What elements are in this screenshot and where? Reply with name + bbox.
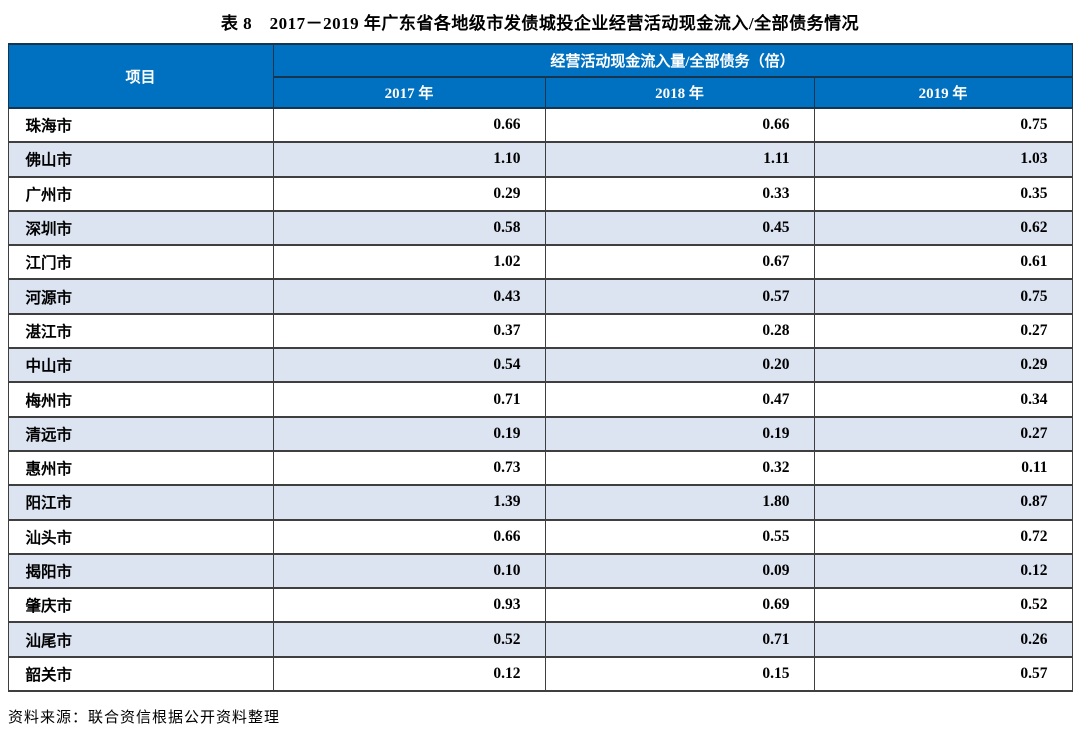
source-note: 资料来源：联合资信根据公开资料整理 <box>8 710 281 727</box>
city-cell: 河源市 <box>7 278 274 315</box>
value-cell-2018: 0.55 <box>544 518 815 555</box>
table-row: 广州市 0.29 0.33 0.35 <box>7 175 1073 212</box>
table-row: 汕头市 0.66 0.55 0.72 <box>7 518 1073 555</box>
city-cell: 中山市 <box>7 347 274 384</box>
value-cell-2019: 0.27 <box>813 312 1073 350</box>
value-cell-2019: 0.52 <box>813 587 1073 624</box>
city-cell: 湛江市 <box>7 312 274 350</box>
city-cell: 深圳市 <box>7 209 274 247</box>
value-cell-2018: 0.47 <box>544 381 815 418</box>
value-cell-2019: 0.11 <box>813 449 1073 487</box>
value-cell-2018: 0.45 <box>544 209 815 247</box>
table-row: 汕尾市 0.52 0.71 0.26 <box>7 621 1073 658</box>
table-row: 江门市 1.02 0.67 0.61 <box>7 244 1073 281</box>
value-cell-2018: 0.19 <box>544 415 815 452</box>
value-cell-2019: 0.27 <box>813 415 1073 452</box>
value-cell-2018: 0.33 <box>544 175 815 212</box>
table-row: 河源市 0.43 0.57 0.75 <box>7 278 1073 315</box>
city-cell: 惠州市 <box>7 449 274 487</box>
table-row: 清远市 0.19 0.19 0.27 <box>7 415 1073 452</box>
value-cell-2017: 0.71 <box>272 381 546 418</box>
city-cell: 梅州市 <box>7 381 274 418</box>
table-row: 惠州市 0.73 0.32 0.11 <box>7 449 1073 487</box>
city-cell: 清远市 <box>7 415 274 452</box>
header-cell-year-2018: 2018 年 <box>544 76 815 109</box>
table-row: 深圳市 0.58 0.45 0.62 <box>7 209 1073 247</box>
header-cell-year-2017: 2017 年 <box>272 76 546 109</box>
value-cell-2019: 1.03 <box>813 141 1073 178</box>
page-title: 表 8 2017－2019 年广东省各地级市发债城投企业经营活动现金流入/全部债… <box>220 14 860 33</box>
value-cell-2017: 0.52 <box>272 621 546 658</box>
value-cell-2018: 0.20 <box>544 347 815 384</box>
value-cell-2019: 0.62 <box>813 209 1073 247</box>
city-cell: 揭阳市 <box>7 552 274 590</box>
value-cell-2019: 0.87 <box>813 484 1073 521</box>
value-cell-2017: 0.73 <box>272 449 546 487</box>
value-cell-2019: 0.75 <box>813 278 1073 315</box>
city-cell: 江门市 <box>7 244 274 281</box>
value-cell-2019: 0.57 <box>813 655 1073 693</box>
table-row: 肇庆市 0.93 0.69 0.52 <box>7 587 1073 624</box>
value-cell-2019: 0.72 <box>813 518 1073 555</box>
value-cell-2018: 0.71 <box>544 621 815 658</box>
table-row: 佛山市 1.10 1.11 1.03 <box>7 141 1073 178</box>
table-header: 项目 经营活动现金流入量/全部债务（倍） 2017 年 2018 年 2019 … <box>7 43 1073 109</box>
table-row: 中山市 0.54 0.20 0.29 <box>7 347 1073 384</box>
city-cell: 汕头市 <box>7 518 274 555</box>
value-cell-2017: 1.10 <box>272 141 546 178</box>
value-cell-2019: 0.12 <box>813 552 1073 590</box>
table-row: 珠海市 0.66 0.66 0.75 <box>7 106 1073 144</box>
table-row: 阳江市 1.39 1.80 0.87 <box>7 484 1073 521</box>
value-cell-2018: 0.66 <box>544 106 815 144</box>
value-cell-2019: 0.61 <box>813 244 1073 281</box>
value-cell-2019: 0.75 <box>813 106 1073 144</box>
value-cell-2017: 0.93 <box>272 587 546 624</box>
value-cell-2017: 1.39 <box>272 484 546 521</box>
value-cell-2018: 0.28 <box>544 312 815 350</box>
table-body: 珠海市 0.66 0.66 0.75 佛山市 1.10 1.11 1.03 广州… <box>7 106 1073 693</box>
city-cell: 广州市 <box>7 175 274 212</box>
city-cell: 韶关市 <box>7 655 274 693</box>
value-cell-2017: 0.58 <box>272 209 546 247</box>
value-cell-2019: 0.35 <box>813 175 1073 212</box>
header-cell-group: 经营活动现金流入量/全部债务（倍） <box>272 43 1073 78</box>
value-cell-2017: 1.02 <box>272 244 546 281</box>
city-cell: 阳江市 <box>7 484 274 521</box>
value-cell-2017: 0.10 <box>272 552 546 590</box>
table-row: 湛江市 0.37 0.28 0.27 <box>7 312 1073 350</box>
header-cell-year-2019: 2019 年 <box>813 76 1073 109</box>
value-cell-2017: 0.66 <box>272 106 546 144</box>
city-cell: 肇庆市 <box>7 587 274 624</box>
header-cell-item: 项目 <box>7 43 274 109</box>
table-row: 揭阳市 0.10 0.09 0.12 <box>7 552 1073 590</box>
value-cell-2018: 0.09 <box>544 552 815 590</box>
value-cell-2018: 0.15 <box>544 655 815 693</box>
table-row: 梅州市 0.71 0.47 0.34 <box>7 381 1073 418</box>
value-cell-2019: 0.26 <box>813 621 1073 658</box>
table-row: 韶关市 0.12 0.15 0.57 <box>7 655 1073 693</box>
value-cell-2017: 0.54 <box>272 347 546 384</box>
value-cell-2017: 0.43 <box>272 278 546 315</box>
value-cell-2018: 1.11 <box>544 141 815 178</box>
value-cell-2017: 0.29 <box>272 175 546 212</box>
value-cell-2018: 0.67 <box>544 244 815 281</box>
city-cell: 珠海市 <box>7 106 274 144</box>
value-cell-2017: 0.12 <box>272 655 546 693</box>
value-cell-2018: 0.32 <box>544 449 815 487</box>
value-cell-2017: 0.19 <box>272 415 546 452</box>
city-cell: 汕尾市 <box>7 621 274 658</box>
data-table: 项目 经营活动现金流入量/全部债务（倍） 2017 年 2018 年 2019 … <box>7 43 1073 693</box>
city-cell: 佛山市 <box>7 141 274 178</box>
value-cell-2019: 0.29 <box>813 347 1073 384</box>
value-cell-2019: 0.34 <box>813 381 1073 418</box>
value-cell-2018: 0.57 <box>544 278 815 315</box>
value-cell-2017: 0.66 <box>272 518 546 555</box>
value-cell-2018: 0.69 <box>544 587 815 624</box>
value-cell-2017: 0.37 <box>272 312 546 350</box>
value-cell-2018: 1.80 <box>544 484 815 521</box>
